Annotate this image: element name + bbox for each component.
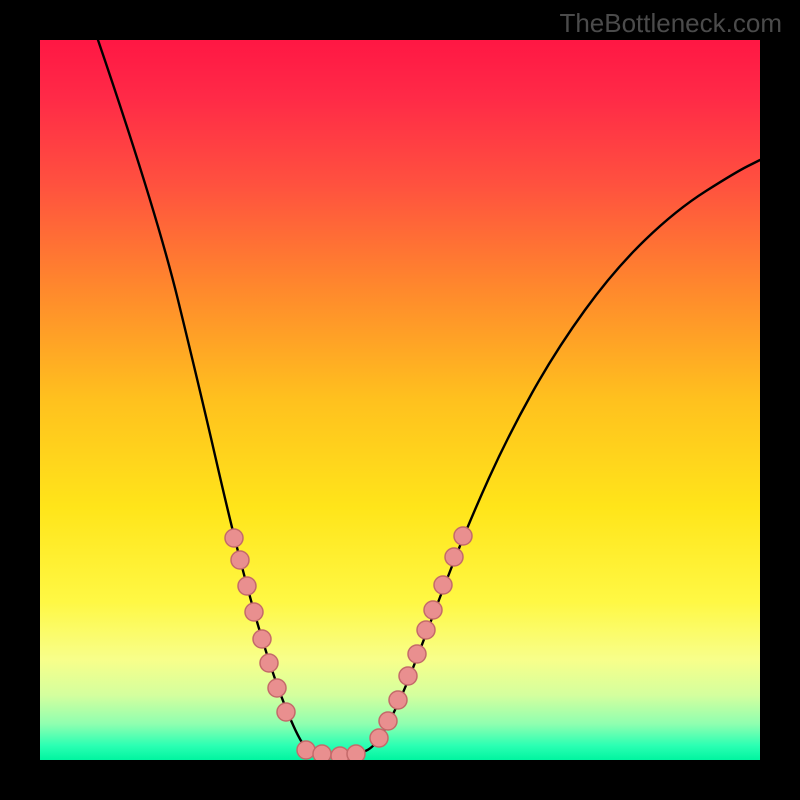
chart-stage: TheBottleneck.com xyxy=(0,0,800,800)
outer-border xyxy=(0,0,800,800)
attribution-text: TheBottleneck.com xyxy=(559,8,782,39)
